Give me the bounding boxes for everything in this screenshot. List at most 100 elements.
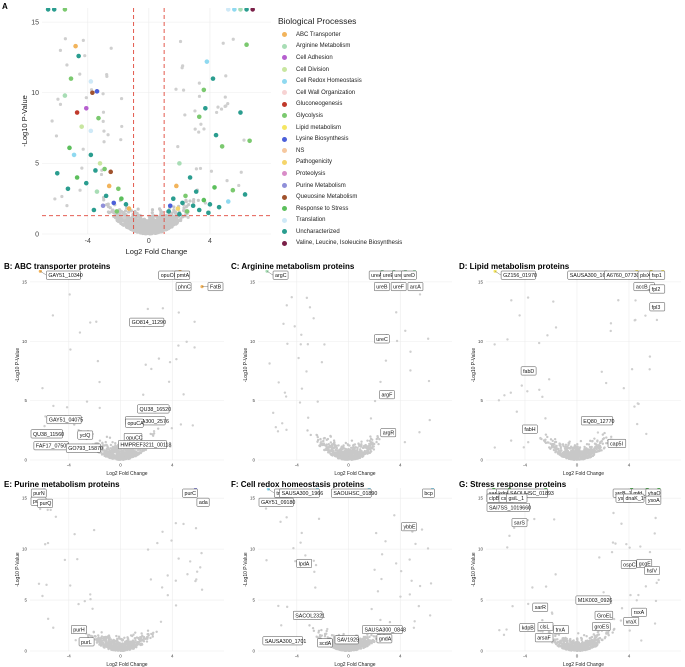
background-point: [394, 562, 398, 565]
background-point: [184, 205, 188, 209]
background-point: [316, 400, 319, 403]
background-point: [43, 424, 46, 428]
background-point: [106, 133, 110, 137]
background-point: [345, 453, 348, 457]
background-point: [352, 451, 355, 454]
background-point: [362, 454, 365, 457]
y-axis-label: -Log10 P-Value: [243, 348, 249, 383]
background-point: [264, 507, 268, 510]
plot-area: [258, 270, 452, 460]
background-point: [573, 457, 577, 461]
legend-item: Glycolysis: [278, 110, 518, 122]
background-point: [592, 645, 596, 648]
data-point: [250, 8, 255, 12]
label-box: [37, 498, 53, 508]
legend-label: Proteolysis: [296, 170, 326, 177]
background-point: [576, 445, 579, 448]
background-point: [620, 607, 624, 610]
background-point: [600, 638, 603, 641]
data-point: [196, 207, 202, 213]
background-point: [562, 445, 565, 448]
background-point: [522, 446, 526, 449]
background-point: [564, 448, 567, 452]
panel-label-c: C: Arginine metabolism proteins: [231, 262, 355, 271]
point-label: sarS: [514, 521, 525, 527]
background-point: [561, 443, 565, 446]
y-tick-label: 15: [22, 496, 28, 501]
background-point: [169, 216, 173, 221]
label-box: [553, 625, 569, 634]
background-point: [588, 456, 591, 459]
label-box: [649, 270, 666, 280]
background-point: [596, 440, 599, 443]
data-point: [201, 197, 207, 203]
background-point: [94, 635, 97, 638]
panel-label-b: B: ABC transporter proteins: [4, 262, 111, 271]
legend-swatch: [282, 43, 287, 49]
data-point: [71, 152, 77, 158]
data-point: [88, 128, 94, 134]
background-point: [139, 636, 143, 640]
legend-label: Cell Wall Organization: [296, 89, 356, 96]
background-point: [312, 629, 316, 633]
background-point: [311, 626, 315, 630]
x-tick-label: 0: [347, 463, 350, 468]
background-point: [360, 454, 363, 458]
data-point: [123, 202, 129, 207]
background-point: [582, 633, 586, 637]
background-point: [508, 534, 511, 538]
background-point: [373, 399, 377, 403]
data-point: [177, 161, 182, 166]
background-point: [53, 197, 57, 201]
background-point: [563, 453, 567, 456]
background-point: [313, 570, 316, 574]
legend-swatch: [282, 55, 287, 61]
background-point: [112, 451, 115, 455]
point-label: SAUSA300_0848: [364, 628, 406, 634]
background-point: [427, 379, 431, 383]
background-point: [63, 37, 67, 41]
background-point: [112, 640, 116, 644]
background-point: [290, 296, 293, 299]
background-point: [359, 639, 363, 642]
point-label: ureC: [376, 337, 388, 343]
background-point: [231, 37, 235, 41]
background-point: [497, 399, 501, 402]
x-tick-label: -4: [67, 463, 71, 468]
background-point: [551, 439, 554, 443]
y-tick-label: 5: [252, 598, 255, 603]
background-point: [118, 644, 121, 647]
background-point: [123, 636, 126, 639]
background-point: [134, 227, 138, 231]
background-point: [101, 119, 105, 123]
background-point: [146, 635, 149, 639]
background-point: [114, 454, 118, 457]
legend-label: Purine Metabolism: [296, 182, 346, 189]
background-point: [51, 314, 55, 317]
background-point: [577, 649, 580, 652]
background-point: [526, 390, 529, 393]
background-point: [349, 446, 353, 450]
background-point: [107, 450, 110, 454]
legend-swatch: [282, 136, 287, 142]
y-tick-label: 5: [24, 598, 27, 603]
background-point: [92, 630, 95, 634]
legend-swatch: [282, 67, 287, 73]
background-point: [317, 517, 321, 521]
background-point: [285, 516, 288, 519]
background-point: [148, 221, 152, 226]
background-point: [365, 644, 369, 648]
label-box: [390, 282, 407, 292]
y-axis-label: -Log10 P-Value: [471, 552, 477, 587]
point-label: SAUSA300_1966: [282, 491, 324, 497]
label-box: [129, 317, 165, 327]
background-point: [612, 628, 615, 632]
background-point: [410, 579, 413, 582]
x-tick-label: 4: [399, 463, 402, 468]
background-point: [132, 644, 136, 648]
background-point: [320, 634, 324, 637]
point-label: phnC: [178, 285, 191, 291]
background-point: [56, 97, 60, 101]
point-label: GAY51_09180: [261, 500, 295, 506]
